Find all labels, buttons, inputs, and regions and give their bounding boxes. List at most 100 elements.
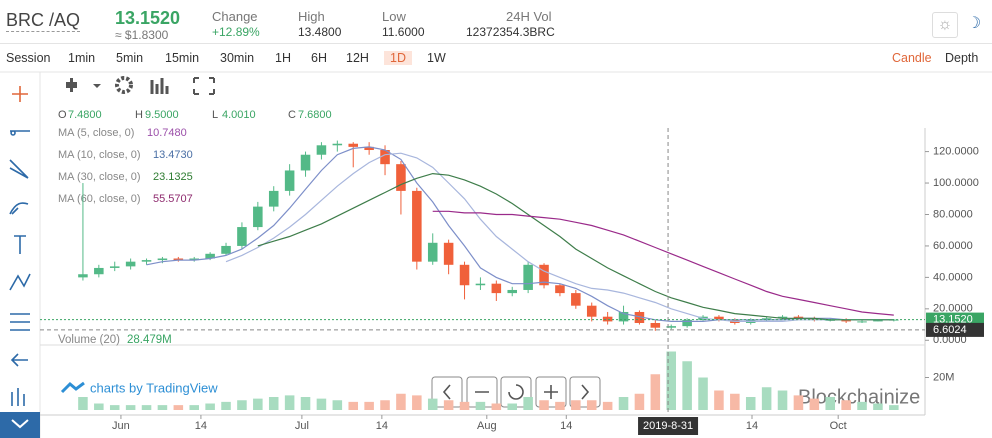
candle-body bbox=[364, 146, 374, 151]
zoom-controls[interactable] bbox=[431, 376, 601, 408]
branding[interactable]: charts by TradingView bbox=[90, 380, 218, 395]
light-mode[interactable]: ☼ bbox=[932, 12, 958, 38]
volume-bar bbox=[125, 405, 136, 410]
candle-body bbox=[412, 190, 422, 262]
candle-body bbox=[205, 253, 215, 259]
ohlc-key: O bbox=[58, 109, 67, 121]
y-tick-label: 60.0000 bbox=[933, 240, 973, 252]
indicator-name: MA (10, close, 0) bbox=[58, 149, 141, 161]
indicator-value: 10.7480 bbox=[147, 127, 187, 139]
stat-label: 24H Vol bbox=[506, 9, 552, 24]
candle-body bbox=[396, 164, 406, 191]
y-tick-label: 80.0000 bbox=[933, 208, 973, 220]
y-tick-label: 20M bbox=[933, 371, 954, 383]
indicator-name: MA (5, close, 0) bbox=[58, 127, 134, 139]
x-tick-label: 14 bbox=[560, 420, 572, 432]
volume-bar bbox=[491, 403, 502, 410]
collapse-button[interactable] bbox=[0, 412, 40, 438]
x-tick-label: 14 bbox=[195, 420, 207, 432]
ohlc-key: L bbox=[212, 109, 218, 121]
volume-bar bbox=[253, 398, 263, 410]
ohlc-value: 7.4800 bbox=[68, 109, 102, 121]
candle-body bbox=[682, 319, 692, 327]
volume-bar bbox=[714, 390, 724, 410]
interval[interactable]: 30min bbox=[220, 51, 255, 65]
volume-bar bbox=[825, 397, 836, 410]
crosshair-y-label: 6.6024 bbox=[933, 324, 967, 336]
interval[interactable]: 6H bbox=[311, 51, 327, 65]
ohlc-value: 4.0010 bbox=[222, 109, 256, 121]
volume-bar bbox=[348, 401, 359, 410]
interval[interactable]: 1W bbox=[427, 51, 446, 65]
candle-body bbox=[284, 170, 295, 191]
ohlc-key: H bbox=[135, 109, 143, 121]
interval[interactable]: 15min bbox=[165, 51, 200, 65]
price: 13.1520 bbox=[115, 8, 181, 28]
interval[interactable]: 1D bbox=[384, 51, 412, 65]
volume-bar bbox=[316, 398, 327, 410]
stat-label: High bbox=[298, 9, 325, 24]
volume-bar bbox=[793, 395, 804, 410]
ma-line bbox=[146, 146, 894, 322]
volume-bar bbox=[268, 397, 279, 410]
candle-body bbox=[475, 283, 486, 286]
pair[interactable]: BRC /AQ bbox=[6, 10, 81, 32]
crosshair-x-label: 2019-8-31 bbox=[643, 420, 693, 432]
volume-bar bbox=[730, 393, 740, 410]
candle-body bbox=[443, 242, 454, 265]
candle-body bbox=[793, 316, 804, 319]
volume-bar bbox=[332, 400, 343, 410]
interval[interactable]: Session bbox=[6, 51, 51, 65]
top-tools[interactable] bbox=[66, 76, 215, 95]
ohlc-key: C bbox=[288, 109, 296, 121]
y-tick-label: 100.0000 bbox=[933, 177, 979, 189]
volume-bar bbox=[650, 374, 661, 410]
view-tab[interactable]: Depth bbox=[945, 51, 979, 65]
view-tab[interactable]: Candle bbox=[892, 51, 932, 65]
candle-body bbox=[571, 293, 581, 306]
candle-body bbox=[221, 245, 231, 254]
candle-body bbox=[873, 319, 883, 322]
volume-name: Volume (20) bbox=[58, 334, 120, 346]
volume-bar bbox=[571, 400, 581, 410]
interval[interactable]: 1min bbox=[68, 51, 96, 65]
volume-bar bbox=[396, 393, 406, 410]
candle-body bbox=[268, 190, 279, 207]
x-tick-label: Aug bbox=[477, 420, 497, 432]
volume-bar bbox=[523, 397, 533, 410]
candle-body bbox=[125, 261, 136, 267]
indicator-value: 23.1325 bbox=[153, 171, 193, 183]
divider bbox=[0, 43, 992, 44]
candle-body bbox=[94, 267, 104, 275]
y-tick-label: 0.0000 bbox=[933, 334, 967, 346]
stat-value: 11.6000 bbox=[382, 25, 425, 39]
candle-body bbox=[539, 264, 549, 286]
ma-line bbox=[432, 210, 894, 316]
stat-value: 13.4800 bbox=[298, 25, 342, 39]
x-tick-label: Jul bbox=[295, 420, 309, 432]
legend: O 7.4800 H 9.5000 L 4.0010 C 7.6800 MA (5, close… bbox=[58, 109, 332, 205]
interval[interactable]: 5min bbox=[116, 51, 144, 65]
y-tick-label: 20.0000 bbox=[933, 303, 973, 315]
x-tick-label: 14 bbox=[746, 420, 758, 432]
volume-bar bbox=[507, 403, 518, 410]
candle-body bbox=[427, 242, 438, 262]
drawing-tools[interactable] bbox=[9, 86, 31, 406]
interval[interactable]: 1H bbox=[275, 51, 291, 65]
candle-body bbox=[507, 289, 518, 294]
candle-body bbox=[650, 322, 661, 328]
y-tick-label: 120.0000 bbox=[933, 145, 979, 157]
tradingview-logo bbox=[60, 381, 85, 394]
interval[interactable]: 12H bbox=[346, 51, 369, 65]
stat-label: Low bbox=[382, 9, 406, 24]
dark-mode[interactable]: ☽ bbox=[966, 15, 982, 32]
volume-bar bbox=[443, 400, 454, 410]
volume-bar bbox=[889, 405, 899, 410]
volume-bar bbox=[634, 393, 645, 410]
candle-body bbox=[618, 311, 629, 322]
volume-bar bbox=[761, 387, 772, 410]
volume-bar bbox=[173, 405, 184, 410]
volume-bar bbox=[777, 390, 788, 410]
